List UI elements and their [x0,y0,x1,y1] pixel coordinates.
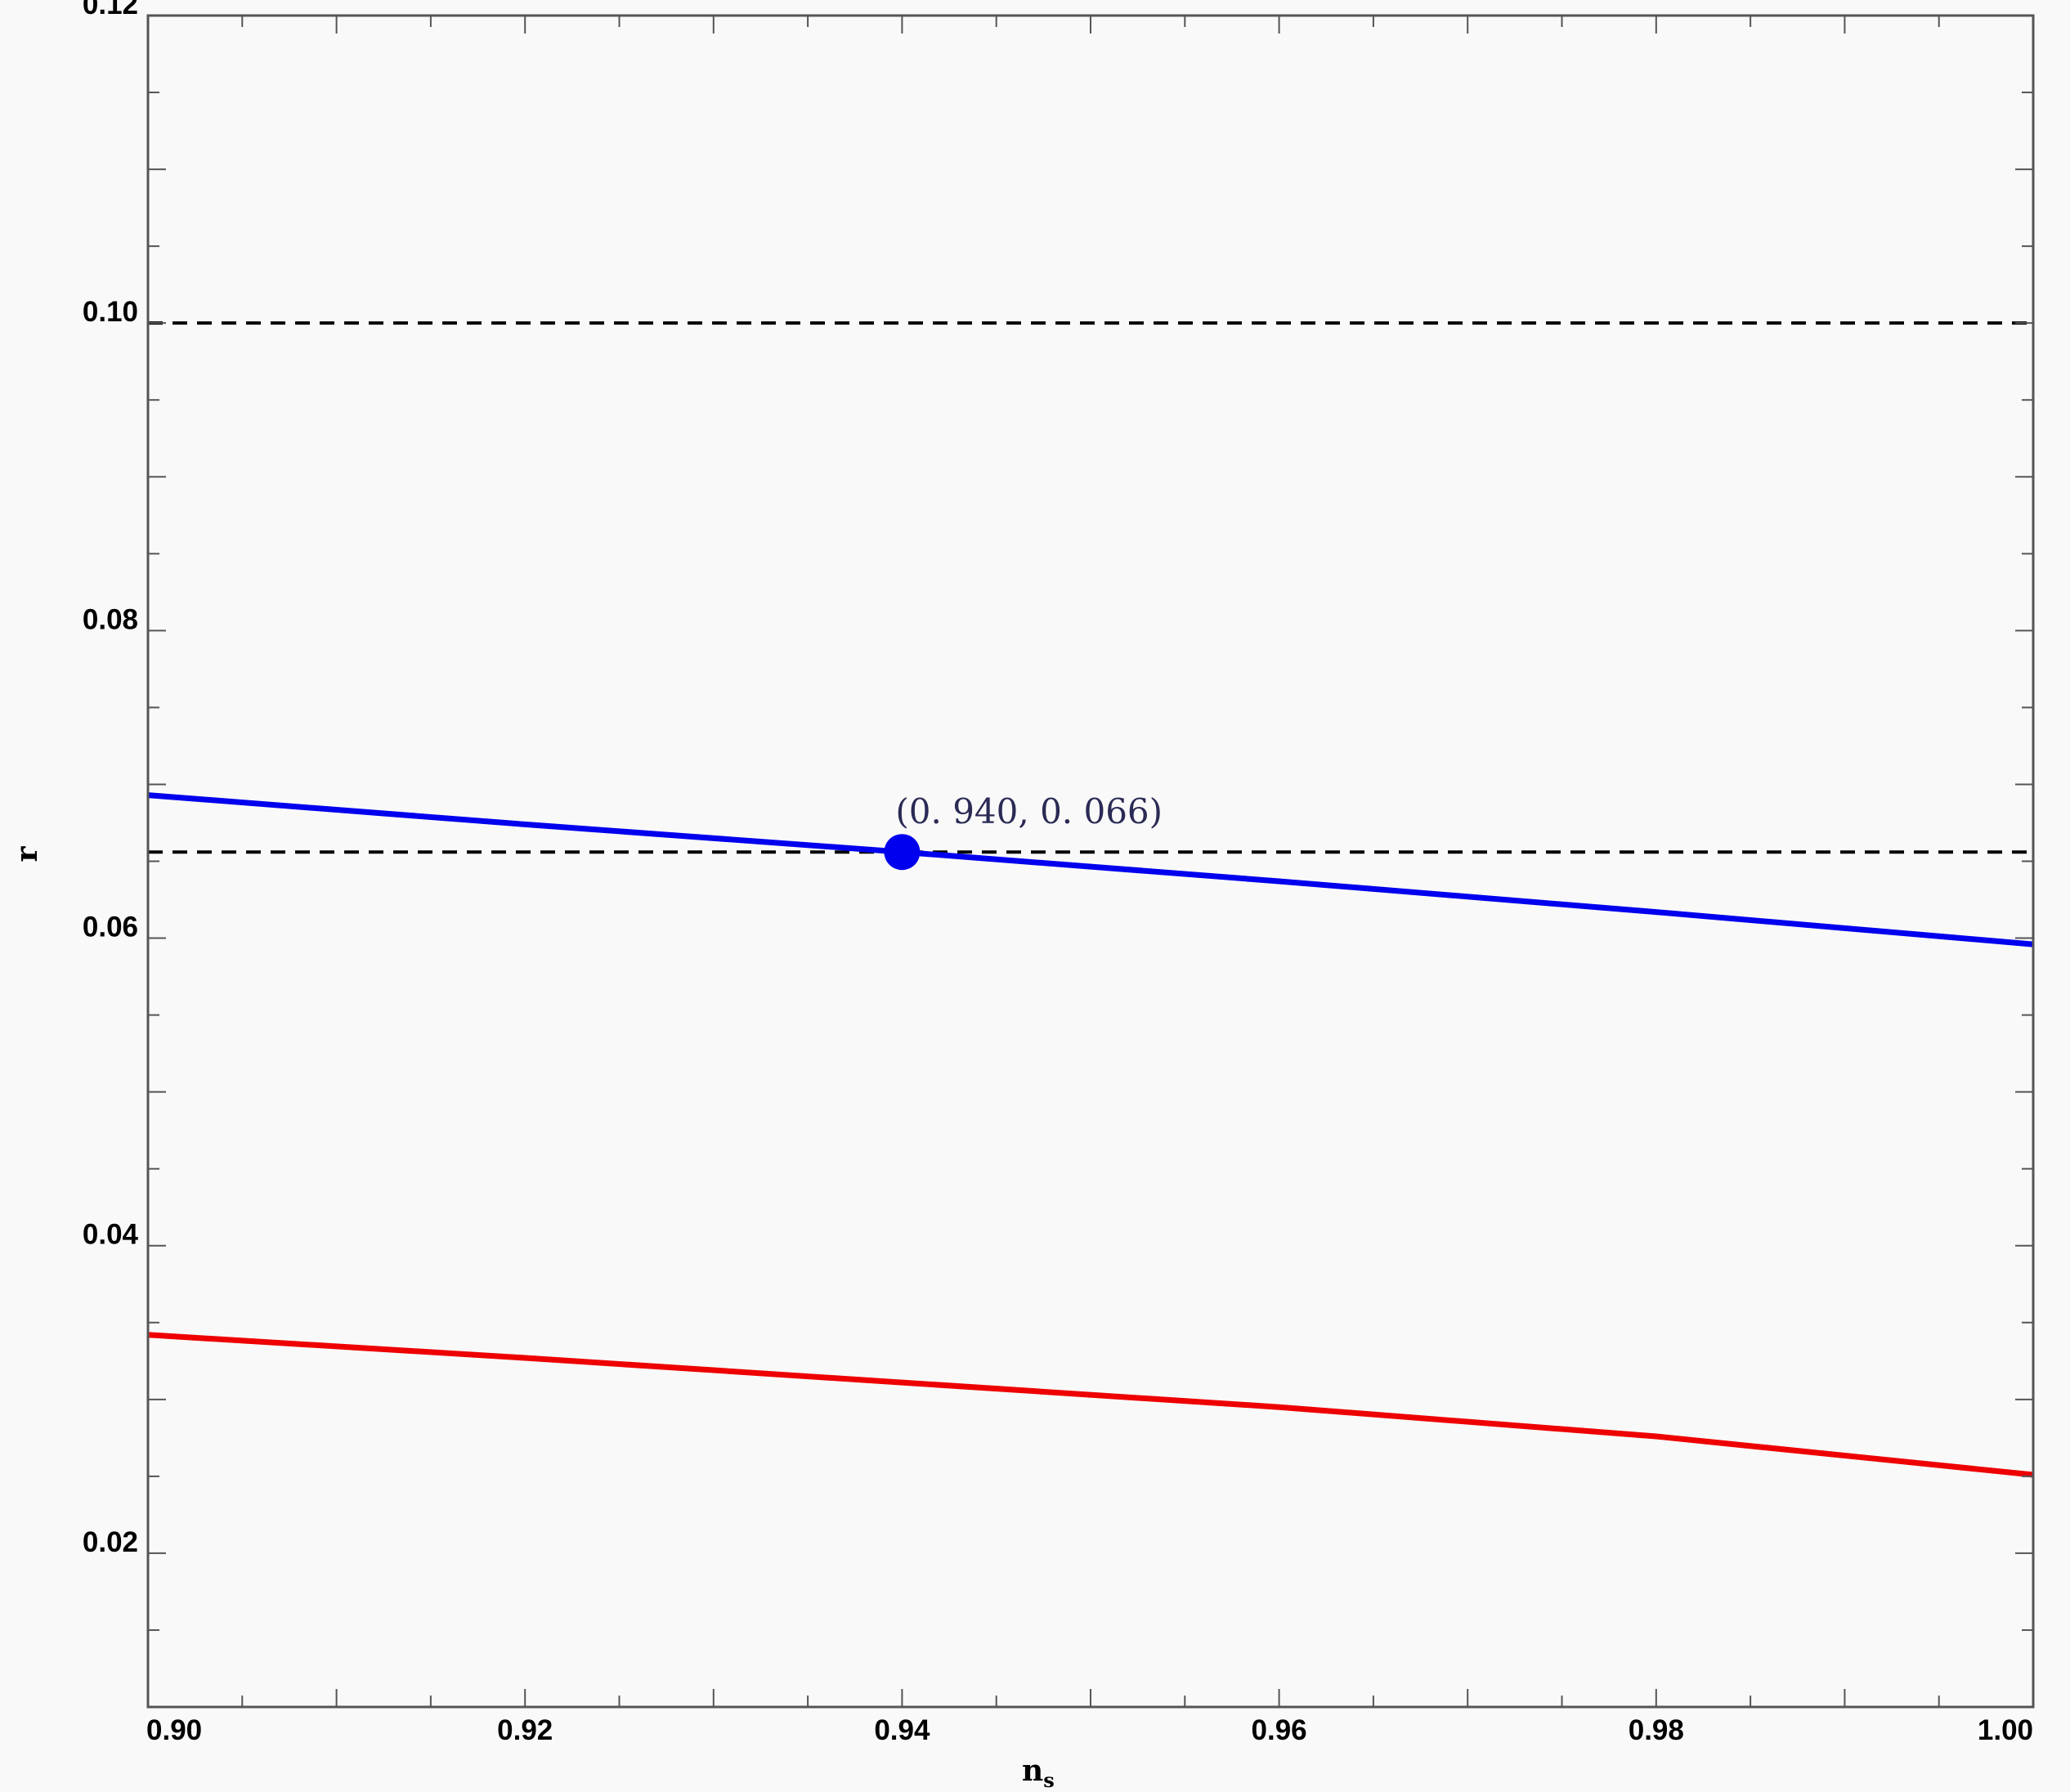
y-axis-label: r [10,845,44,862]
ticks [147,15,2034,1708]
y-tick-label: 0.08 [83,603,138,635]
reference-lines [148,321,2033,854]
tick-labels: 0.90 0.92 0.94 0.96 0.98 1.00 0.02 0.04 0.06 0.08… [83,0,2033,1746]
series-lines [147,792,2034,1478]
y-tick-label: 0.10 [83,296,138,328]
x-tick-label: 0.90 [146,1714,202,1746]
points: (0. 940, 0. 066) [884,791,1163,871]
x-tick-label: 1.00 [1978,1714,2033,1746]
x-axis-label: ns [1022,1754,1055,1792]
x-tick-label: 0.94 [874,1714,930,1746]
series-line-1 [147,792,2034,948]
series-line-2 [147,1332,2034,1478]
plot-frame [146,14,2035,1709]
x-tick-label: 0.92 [497,1714,553,1746]
y-tick-label: 0.12 [83,0,138,20]
x-tick-label: 0.98 [1629,1714,1684,1746]
x-tick-label: 0.96 [1252,1714,1307,1746]
y-tick-label: 0.06 [83,912,138,943]
y-tick-label: 0.04 [83,1219,139,1251]
highlight-point [884,834,921,871]
y-tick-label: 0.02 [83,1526,138,1558]
point-annotation: (0. 940, 0. 066) [895,791,1163,831]
